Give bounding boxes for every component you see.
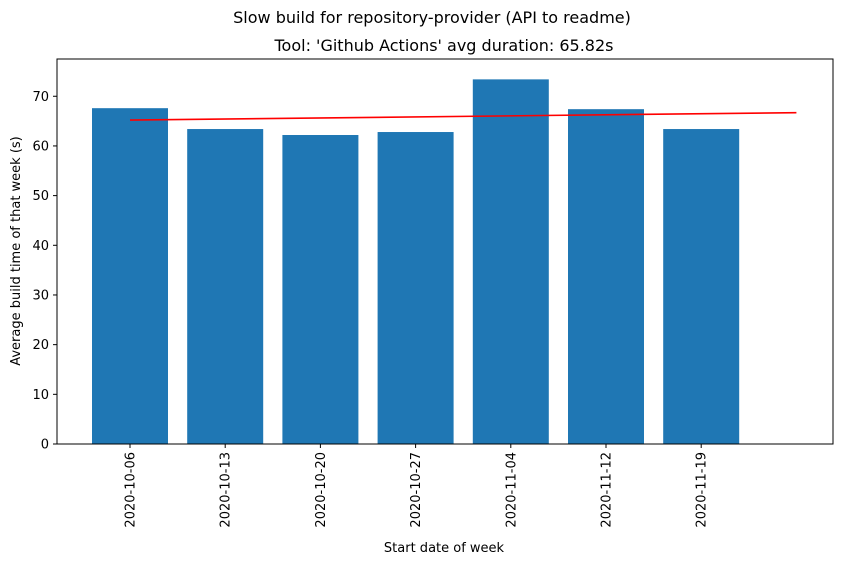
- y-tick-label-60: 60: [32, 139, 49, 154]
- bar-2020-10-27: [377, 132, 454, 444]
- bar-2020-10-13: [187, 129, 264, 444]
- y-tick-label-50: 50: [32, 189, 49, 204]
- y-tick-label-70: 70: [32, 90, 49, 105]
- bar-2020-10-06: [92, 108, 168, 444]
- y-tick-label-40: 40: [32, 239, 49, 254]
- bar-2020-11-12: [568, 109, 644, 444]
- x-tick-label-2020-11-04: 2020-11-04: [504, 452, 519, 528]
- y-tick-label-30: 30: [32, 288, 49, 303]
- x-axis: 2020-10-06 2020-10-13 2020-10-20 2020-10-27…: [124, 444, 710, 528]
- bar-2020-10-20: [282, 135, 359, 444]
- x-tick-label-2020-10-27: 2020-10-27: [409, 452, 424, 528]
- y-tick-label-10: 10: [32, 388, 49, 403]
- x-axis-label: Start date of week: [384, 541, 505, 556]
- bar-2020-11-19: [663, 129, 740, 444]
- trend-line-group: [129, 111, 797, 121]
- x-tick-label-2020-10-13: 2020-10-13: [219, 452, 234, 528]
- y-axis-label: Average build time of that week (s): [9, 136, 24, 366]
- x-tick-label-2020-11-12: 2020-11-12: [600, 452, 615, 528]
- chart-suptitle: Slow build for repository-provider (API …: [233, 8, 631, 27]
- chart-title: Tool: 'Github Actions' avg duration: 65.…: [274, 36, 614, 55]
- x-tick-label-2020-10-06: 2020-10-06: [124, 452, 139, 528]
- bar-2020-11-04: [472, 79, 549, 445]
- y-tick-label-0: 0: [41, 438, 49, 453]
- plot-frame: [56, 58, 834, 445]
- bars-group: [92, 79, 740, 445]
- y-axis: 0 10 20 30 40 50 60 70: [32, 90, 57, 453]
- x-tick-label-2020-11-19: 2020-11-19: [695, 452, 710, 528]
- y-tick-label-20: 20: [32, 338, 49, 353]
- x-tick-label-2020-10-20: 2020-10-20: [314, 452, 329, 528]
- trend-line: [129, 111, 797, 121]
